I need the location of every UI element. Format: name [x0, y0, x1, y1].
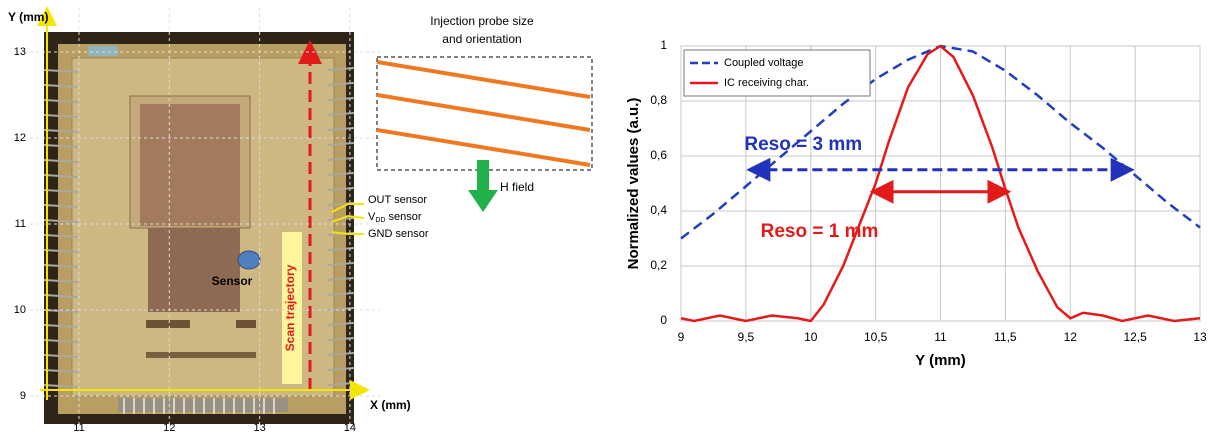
lead — [327, 352, 355, 356]
vdd-after: sensor — [388, 211, 421, 223]
vdd-sub: DD — [375, 217, 385, 224]
lead — [327, 172, 355, 176]
lead — [43, 114, 79, 118]
photo-x-tick-label: 14 — [344, 422, 356, 434]
lead — [43, 219, 79, 223]
chip-photo — [37, 6, 370, 424]
vdd-pin-label: VDD sensor — [368, 211, 422, 224]
probe-wire — [376, 60, 591, 99]
field-label: H field — [500, 180, 534, 194]
photo-x-tick-label: 13 — [253, 422, 265, 434]
lead — [43, 294, 79, 298]
x-tick-label: 9 — [678, 330, 685, 344]
vdd-main: V — [368, 211, 376, 223]
photo-y-tick-label: 12 — [14, 132, 26, 144]
x-tick-label: 13 — [1193, 330, 1207, 344]
resolution-label: Reso = 1 mm — [761, 221, 879, 242]
x-tick-label: 12,5 — [1123, 330, 1147, 344]
chart: 0 0,2 0,4 0,6 0,8 1 9 9,5 10 10,5 11 11,5 12 12,5 13 Y … — [625, 38, 1207, 369]
series-line — [680, 44, 1201, 323]
scan-box — [282, 232, 302, 384]
photo-y-tick-label: 9 — [20, 390, 26, 402]
x-axis-title: Y (mm) — [915, 352, 966, 369]
lead — [43, 384, 79, 388]
legend-label: Coupled voltage — [724, 57, 804, 69]
field-arrow — [468, 160, 498, 212]
lead — [43, 354, 79, 358]
lead — [43, 249, 79, 253]
lead — [43, 369, 79, 373]
pin-line — [331, 231, 364, 235]
sensor-label: Sensor — [212, 274, 253, 288]
y-tick-label: 0,8 — [650, 93, 667, 107]
lead — [43, 189, 79, 193]
scan-label: Scan trajectory — [283, 264, 297, 351]
x-tick-label: 10,5 — [864, 330, 888, 344]
x-tick-label: 11,5 — [994, 330, 1017, 344]
probe-wire — [376, 93, 591, 132]
photo-x-tick-label: 11 — [73, 422, 84, 434]
x-tick-label: 9,5 — [738, 330, 755, 344]
photo-y-tick-label: 11 — [15, 218, 26, 230]
lead — [43, 204, 79, 208]
lead — [327, 112, 355, 116]
lead — [43, 174, 79, 178]
lead — [43, 324, 79, 328]
y-axis-title: Normalized values (a.u.) — [625, 98, 642, 270]
photo-grid: 11 12 13 14 9 10 11 12 13 — [14, 8, 380, 434]
lead — [43, 279, 79, 283]
photo-y-label: Y (mm) — [8, 10, 48, 24]
lead — [327, 322, 355, 326]
y-tick-label: 0,6 — [650, 148, 667, 162]
probe-wire — [376, 128, 591, 167]
out-pin-label: OUT sensor — [368, 194, 427, 206]
lead — [327, 262, 355, 266]
lead — [43, 99, 79, 103]
lead — [43, 264, 79, 268]
legend-box — [683, 49, 871, 97]
lead — [327, 382, 355, 386]
lead — [43, 129, 79, 133]
pin-line — [331, 203, 364, 213]
probe-label: Injection probe size — [430, 14, 534, 28]
photo-x-label: X (mm) — [370, 398, 411, 412]
lead — [43, 144, 79, 148]
lead — [43, 159, 79, 163]
y-tick-label: 1 — [660, 38, 667, 52]
y-tick-label: 0 — [660, 313, 667, 327]
y-tick-label: 0,2 — [650, 258, 667, 272]
resolution-label: Reso = 3 mm — [744, 134, 862, 155]
lead — [43, 234, 79, 238]
probe-label: and orientation — [442, 32, 521, 46]
lead — [43, 69, 79, 73]
photo-x-tick-label: 12 — [163, 422, 175, 434]
x-tick-label: 11 — [934, 330, 947, 344]
lead — [43, 339, 79, 343]
x-tick-label: 12 — [1064, 330, 1078, 344]
pin-line — [331, 214, 365, 223]
lead — [327, 82, 355, 86]
lead — [327, 292, 355, 296]
lead — [327, 142, 355, 146]
gnd-pin-label: GND sensor — [368, 228, 429, 240]
y-tick-label: 0,4 — [650, 203, 667, 217]
legend-label: IC receiving char. — [724, 77, 809, 89]
sensor-dot — [237, 250, 261, 270]
photo-y-tick-label: 10 — [14, 304, 26, 316]
lead — [43, 84, 79, 88]
photo-y-tick-label: 13 — [14, 46, 26, 58]
x-tick-label: 10 — [804, 330, 818, 344]
